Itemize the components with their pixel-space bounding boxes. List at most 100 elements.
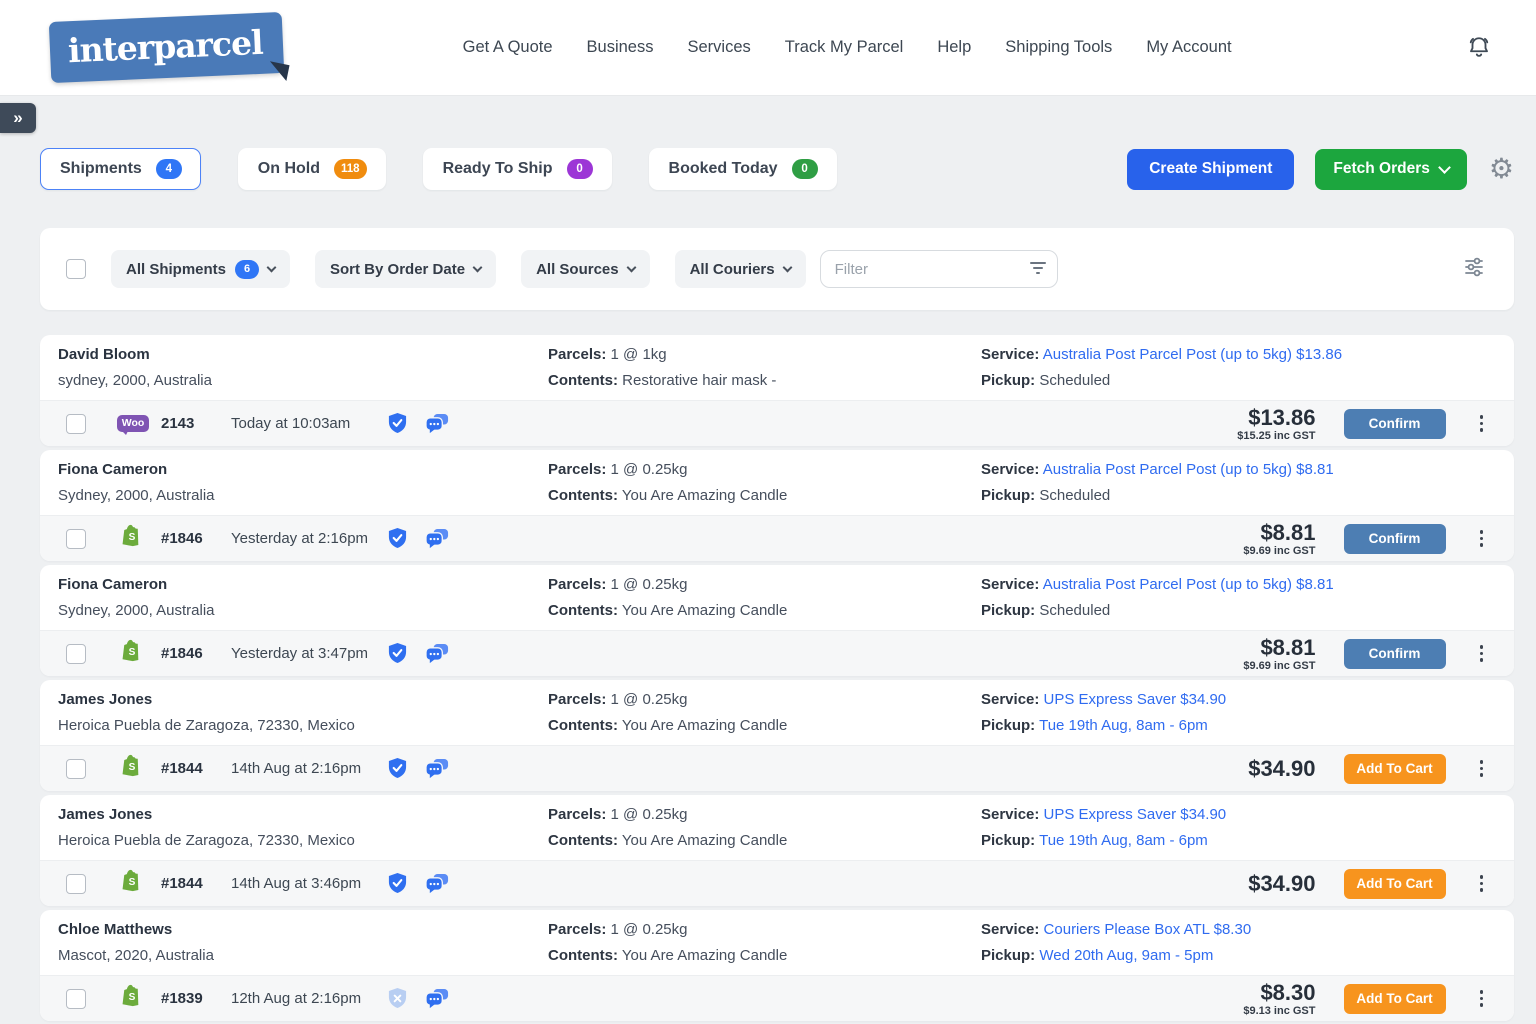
sidebar-expand-button[interactable]: » — [0, 103, 36, 133]
row-checkbox[interactable] — [66, 988, 86, 1009]
protection-shield-icon[interactable] — [387, 987, 408, 1011]
protection-shield-icon[interactable] — [387, 527, 408, 551]
fetch-orders-button[interactable]: Fetch Orders — [1315, 148, 1467, 190]
row-checkbox[interactable] — [66, 643, 86, 664]
nav-my-account[interactable]: My Account — [1146, 38, 1232, 56]
notifications-bell-icon[interactable] — [1466, 35, 1492, 61]
service-link[interactable]: Australia Post Parcel Post (up to 5kg) $… — [1042, 345, 1343, 363]
protection-shield-icon[interactable] — [387, 642, 408, 666]
price-inc-gst: $9.69 inc GST — [1243, 544, 1316, 557]
all-shipments-dropdown[interactable]: All Shipments 6 — [111, 250, 291, 288]
chat-messages-icon[interactable] — [425, 413, 450, 435]
nav-business[interactable]: Business — [586, 38, 654, 56]
service-link[interactable]: UPS Express Saver $34.90 — [1043, 805, 1227, 823]
nav-shipping-tools[interactable]: Shipping Tools — [1005, 38, 1113, 56]
chat-messages-icon[interactable] — [425, 873, 450, 895]
kebab-menu-icon[interactable] — [1477, 757, 1487, 780]
kebab-menu-icon[interactable] — [1477, 642, 1487, 665]
kebab-menu-icon[interactable] — [1477, 987, 1487, 1010]
toolbar-actions: Create Shipment Fetch Orders ⚙ — [1127, 148, 1514, 190]
parcel-column: Parcels: 1 @ 0.25kg Contents: You Are Am… — [548, 460, 981, 506]
shipment-card: James Jones Heroica Puebla de Zaragoza, … — [40, 680, 1514, 791]
parcels-label: Parcels: — [548, 345, 607, 363]
price-block: $8.30 $9.13 inc GST — [1243, 981, 1315, 1017]
recipient-name: Chloe Matthews — [58, 920, 173, 938]
tab-ready-to-ship[interactable]: Ready To Ship 0 — [422, 148, 612, 190]
price-block: $8.81 $9.69 inc GST — [1243, 521, 1315, 557]
chat-messages-icon[interactable] — [425, 988, 450, 1010]
status-tabs: Shipments 4 On Hold 118 Ready To Ship 0 Booked… — [40, 148, 857, 190]
add-to-cart-button[interactable]: Add To Cart — [1343, 983, 1446, 1014]
confirm-button[interactable]: Confirm — [1343, 523, 1446, 554]
pickup-value[interactable]: Tue 19th Aug, 8am - 6pm — [1039, 831, 1208, 849]
filter-input[interactable] — [819, 250, 1058, 288]
shopify-icon: S — [122, 754, 144, 783]
select-all-checkbox[interactable] — [66, 259, 86, 279]
create-shipment-button[interactable]: Create Shipment — [1127, 148, 1295, 190]
service-link[interactable]: Australia Post Parcel Post (up to 5kg) $… — [1042, 460, 1334, 478]
protection-shield-icon[interactable] — [387, 872, 408, 896]
shipment-action-bar: Woo S #1844 14th Aug at 3:46pm $34.90 Ad… — [40, 860, 1514, 906]
tab-count-badge: 4 — [155, 159, 182, 179]
parcels-value: 1 @ 0.25kg — [610, 920, 688, 938]
tab-booked-today[interactable]: Booked Today 0 — [648, 148, 837, 190]
source-icon-slot: Woo S — [118, 754, 148, 783]
interparcel-logo[interactable]: interparcel — [48, 11, 284, 84]
woocommerce-icon: Woo — [116, 415, 150, 435]
recipient-column: Chloe Matthews Mascot, 2020, Australia — [58, 920, 548, 966]
service-label: Service: — [981, 805, 1040, 823]
recipient-name: James Jones — [58, 805, 153, 823]
tabs-toolbar: Shipments 4 On Hold 118 Ready To Ship 0 Booked… — [40, 148, 1514, 190]
advanced-filters-sliders-icon[interactable] — [1462, 255, 1486, 284]
service-label: Service: — [981, 345, 1040, 363]
contents-value: You Are Amazing Candle — [621, 831, 788, 849]
shipment-card: David Bloom sydney, 2000, Australia Parc… — [40, 335, 1514, 446]
add-to-cart-button[interactable]: Add To Cart — [1343, 753, 1446, 784]
shopify-icon: S — [122, 524, 144, 553]
row-checkbox[interactable] — [66, 528, 86, 549]
pickup-value[interactable]: Tue 19th Aug, 8am - 6pm — [1039, 716, 1208, 734]
row-checkbox[interactable] — [66, 413, 86, 434]
chevron-down-icon — [626, 262, 637, 273]
service-link[interactable]: Australia Post Parcel Post (up to 5kg) $… — [1042, 575, 1334, 593]
parcels-value: 1 @ 0.25kg — [610, 460, 688, 478]
shopify-icon: S — [122, 984, 144, 1013]
add-to-cart-button[interactable]: Add To Cart — [1343, 868, 1446, 899]
confirm-button[interactable]: Confirm — [1343, 408, 1446, 439]
pickup-value[interactable]: Wed 20th Aug, 9am - 5pm — [1039, 946, 1214, 964]
protection-shield-icon[interactable] — [387, 757, 408, 781]
settings-gear-icon[interactable]: ⚙ — [1488, 153, 1514, 184]
pickup-label: Pickup: — [981, 601, 1036, 619]
protection-shield-icon[interactable] — [387, 412, 408, 436]
tab-shipments[interactable]: Shipments 4 — [40, 148, 201, 190]
row-checkbox[interactable] — [66, 873, 86, 894]
parcel-column: Parcels: 1 @ 1kg Contents: Restorative h… — [548, 345, 981, 391]
chat-messages-icon[interactable] — [425, 643, 450, 665]
tab-count-badge: 0 — [566, 159, 593, 179]
service-link[interactable]: UPS Express Saver $34.90 — [1043, 690, 1227, 708]
all-couriers-dropdown[interactable]: All Couriers — [674, 250, 806, 288]
row-checkbox[interactable] — [66, 758, 86, 779]
kebab-menu-icon[interactable] — [1477, 527, 1487, 550]
nav-help[interactable]: Help — [937, 38, 972, 56]
nav-get-a-quote[interactable]: Get A Quote — [462, 38, 553, 56]
order-date: Today at 10:03am — [231, 415, 351, 432]
contents-label: Contents: — [548, 601, 618, 619]
kebab-menu-icon[interactable] — [1477, 872, 1487, 895]
recipient-column: Fiona Cameron Sydney, 2000, Australia — [58, 460, 548, 506]
nav-track-my-parcel[interactable]: Track My Parcel — [784, 38, 904, 56]
nav-services[interactable]: Services — [687, 38, 751, 56]
confirm-button[interactable]: Confirm — [1343, 638, 1446, 669]
parcels-label: Parcels: — [548, 805, 607, 823]
shipment-info: Fiona Cameron Sydney, 2000, Australia Pa… — [40, 450, 1514, 515]
chat-messages-icon[interactable] — [425, 528, 450, 550]
kebab-menu-icon[interactable] — [1477, 412, 1487, 435]
contents-label: Contents: — [548, 831, 618, 849]
service-link[interactable]: Couriers Please Box ATL $8.30 — [1043, 920, 1252, 938]
filter-bar: All Shipments 6 Sort By Order Date All S… — [40, 228, 1514, 310]
recipient-column: David Bloom sydney, 2000, Australia — [58, 345, 548, 391]
chat-messages-icon[interactable] — [425, 758, 450, 780]
sort-by-dropdown[interactable]: Sort By Order Date — [315, 250, 497, 288]
tab-on-hold[interactable]: On Hold 118 — [237, 148, 386, 190]
all-sources-dropdown[interactable]: All Sources — [521, 250, 650, 288]
